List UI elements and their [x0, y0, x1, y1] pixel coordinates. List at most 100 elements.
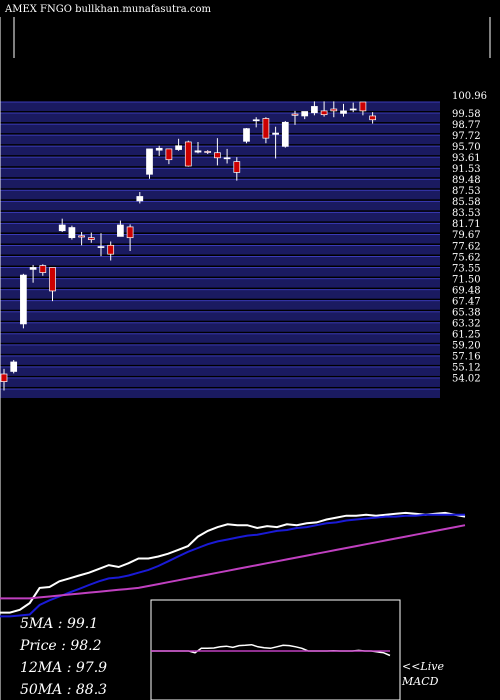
- ma50-label: 50MA : 88.3: [20, 682, 107, 698]
- band-rect: [0, 300, 440, 310]
- y-tick-label: 54.02: [452, 374, 481, 385]
- candle-body: [20, 274, 27, 325]
- candle-body: [0, 373, 8, 382]
- y-tick-label: 73.55: [452, 263, 481, 274]
- y-tick-label: 89.48: [452, 175, 481, 186]
- y-tick-label: 57.16: [452, 352, 481, 363]
- y-tick-label: 97.72: [452, 131, 481, 142]
- y-tick-label: 59.20: [452, 341, 481, 352]
- candle-body: [29, 267, 37, 270]
- band-rect: [0, 234, 440, 244]
- candle-body: [87, 237, 95, 240]
- y-tick-label: 75.62: [452, 252, 481, 263]
- y-tick-label: 77.62: [452, 241, 481, 252]
- candle-body: [10, 361, 18, 372]
- candle-body: [97, 246, 105, 248]
- candle-body: [359, 101, 367, 112]
- band-rect: [0, 278, 440, 288]
- band-rect: [0, 135, 440, 145]
- candle-body: [281, 121, 289, 147]
- candle-body: [146, 148, 153, 175]
- band-rect: [0, 256, 440, 266]
- macd-panel: [150, 599, 401, 700]
- chart-title: AMEX FNGO bullkhan.munafasutra.com: [4, 4, 212, 15]
- band-rect: [0, 333, 440, 343]
- candle-body: [184, 141, 192, 167]
- candle-body: [252, 119, 260, 122]
- candle-body: [243, 128, 250, 142]
- band-rect: [0, 289, 440, 299]
- y-tick-label: 71.50: [452, 274, 481, 285]
- candle-body: [349, 108, 357, 111]
- candle-body: [204, 151, 212, 153]
- y-tick-label: 79.67: [452, 230, 481, 241]
- band-rect: [0, 377, 440, 387]
- live-link[interactable]: <<Live: [402, 660, 444, 673]
- candle-body: [49, 267, 56, 292]
- candle-body: [155, 147, 163, 151]
- y-tick-label: 55.12: [452, 363, 481, 374]
- macd-lines: [151, 643, 391, 657]
- candle-body: [194, 150, 202, 153]
- band-rect: [0, 344, 440, 354]
- candle-body: [126, 226, 134, 239]
- candle-body: [68, 227, 76, 239]
- band-rect: [0, 322, 440, 332]
- y-tick-label: 65.38: [452, 307, 481, 318]
- band-rect: [0, 179, 440, 189]
- band-rect: [0, 366, 440, 376]
- macd-label: MACD: [401, 675, 439, 688]
- candle-body: [291, 113, 299, 116]
- ma-line-50ma: [0, 524, 466, 600]
- candle-body: [311, 106, 318, 114]
- band-rect: [0, 212, 440, 222]
- y-tick-label: 100.96: [452, 91, 487, 102]
- candle-body: [301, 111, 309, 117]
- band-rect: [0, 146, 440, 156]
- candle-body: [107, 244, 115, 255]
- ma-line-12ma: [0, 513, 465, 618]
- band-rect: [0, 388, 440, 398]
- candle-body: [330, 108, 338, 112]
- y-axis-ticks: 100.96 99.5898.7797.7295.7093.6191.5389.4…: [452, 91, 487, 385]
- candle-body: [340, 110, 347, 114]
- y-tick-label: 83.53: [452, 208, 481, 219]
- band-rect: [0, 168, 440, 178]
- candle-body: [117, 224, 124, 237]
- y-tick-label: 85.58: [452, 197, 481, 208]
- candle-body: [78, 235, 85, 238]
- y-tick-label: 87.53: [452, 186, 481, 197]
- candle-body: [165, 148, 173, 161]
- candle-body: [369, 115, 376, 121]
- band-rect: [0, 245, 440, 255]
- candle-body: [58, 224, 66, 232]
- candle-body: [272, 132, 279, 135]
- candle-body: [233, 161, 241, 173]
- y-tick-label: 91.53: [452, 164, 481, 175]
- band-rect: [0, 113, 440, 123]
- macd-line-macd: [151, 643, 391, 657]
- candle-body: [136, 196, 144, 202]
- ma-line-5ma: [0, 511, 466, 614]
- band-rect: [0, 190, 440, 200]
- price-label: Price : 98.2: [19, 638, 102, 654]
- band-rect: [0, 124, 440, 134]
- y-tick-label: 95.70: [452, 142, 481, 153]
- y-tick-label: 63.32: [452, 319, 481, 330]
- ma12-label: 12MA : 97.9: [20, 660, 107, 676]
- candle-body: [223, 157, 231, 160]
- candle-body: [39, 265, 47, 273]
- price-bands: [0, 101, 440, 398]
- y-tick-label: 61.25: [452, 330, 481, 341]
- candlesticks: [0, 101, 376, 391]
- candle-body: [262, 118, 270, 139]
- band-rect: [0, 311, 440, 321]
- ma5-label: 5MA : 99.1: [20, 616, 98, 632]
- band-rect: [0, 355, 440, 365]
- band-rect: [0, 267, 440, 277]
- y-tick-label: 93.61: [452, 153, 481, 164]
- candle-body: [214, 152, 221, 159]
- band-rect: [0, 157, 440, 167]
